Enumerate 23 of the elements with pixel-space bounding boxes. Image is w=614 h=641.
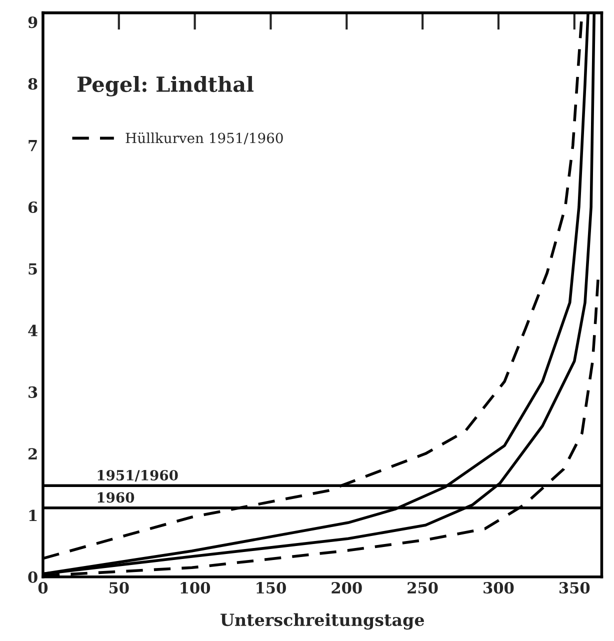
y-tick-label: 0 <box>28 571 38 583</box>
x-tick-label: 300 <box>484 582 514 594</box>
x-axis-title: Unterschreitungstage <box>220 613 424 630</box>
y-tick-label: 8 <box>28 78 38 90</box>
x-tick-label: 150 <box>256 582 286 594</box>
y-tick-label: 3 <box>28 386 38 398</box>
y-tick-label: 2 <box>28 448 37 460</box>
y-tick-label: 6 <box>28 201 38 214</box>
annotation: 1951/1960 <box>98 470 178 482</box>
y-tick-label: 9 <box>28 16 38 28</box>
x-tick-label: 200 <box>332 582 362 594</box>
text: Pegel: Lindthal <box>77 76 254 96</box>
y-tick-label: 5 <box>28 263 37 275</box>
y-tick-label: 1 <box>29 510 37 522</box>
x-tick-label: 0 <box>38 582 48 594</box>
x-tick-label: 100 <box>180 582 210 594</box>
annotation: 1960 <box>98 492 134 503</box>
x-tick-label: 50 <box>110 582 129 594</box>
legend-label: Hüllkurven 1951/1960 <box>126 132 283 144</box>
y-tick-label: 4 <box>28 324 38 336</box>
x-tick-label: 350 <box>560 582 590 594</box>
y-tick-label: 7 <box>28 140 37 152</box>
x-tick-label: 250 <box>408 582 438 594</box>
